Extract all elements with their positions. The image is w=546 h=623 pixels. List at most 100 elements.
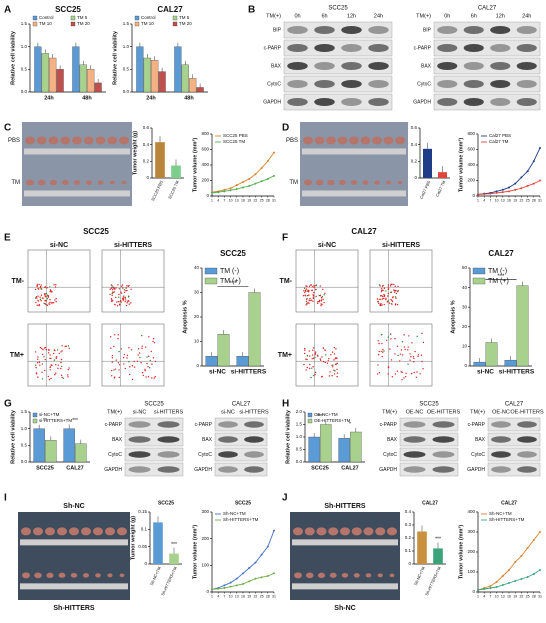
event <box>421 332 423 335</box>
protein-label: c-PARP <box>105 422 123 428</box>
tumor <box>97 180 104 185</box>
event <box>44 286 47 288</box>
event <box>47 352 50 354</box>
event <box>312 300 314 302</box>
event <box>335 348 337 350</box>
point <box>254 173 257 176</box>
point <box>501 191 504 194</box>
event <box>378 302 380 305</box>
tumor <box>389 573 395 578</box>
event <box>67 369 70 371</box>
event <box>109 293 111 296</box>
point <box>242 572 244 575</box>
blot-condition: TM(+) <box>382 409 397 415</box>
point <box>235 577 238 580</box>
event <box>391 300 394 303</box>
significance: *** <box>435 537 441 543</box>
event <box>111 300 114 302</box>
x-tick-label: si-HITTERS <box>499 369 535 376</box>
y-tick-label: 1.0 <box>21 44 28 49</box>
point <box>526 184 529 187</box>
blot-band <box>490 44 511 52</box>
event <box>420 354 423 356</box>
event <box>333 369 335 371</box>
event <box>333 353 336 355</box>
point <box>495 191 498 194</box>
event <box>120 285 123 287</box>
point <box>266 177 269 180</box>
legend-label: Control <box>141 15 156 20</box>
blot-band <box>244 421 264 428</box>
tumor <box>316 527 327 536</box>
bar <box>504 359 517 367</box>
event <box>395 289 397 292</box>
blot-condition: TM(+) <box>416 13 431 19</box>
event <box>394 304 397 306</box>
point <box>489 587 492 589</box>
event <box>308 294 310 296</box>
event <box>35 372 38 374</box>
point <box>520 578 523 580</box>
bar <box>41 53 49 93</box>
point <box>235 184 238 187</box>
point <box>266 160 269 163</box>
protein-label: CytoC <box>471 452 485 458</box>
protein-label: CytoC <box>198 452 212 458</box>
event <box>391 303 393 305</box>
point <box>211 588 213 591</box>
y-tick-label: 100 <box>467 569 475 574</box>
blot-band <box>314 44 335 52</box>
point <box>260 576 263 579</box>
tumor <box>314 136 325 145</box>
flow-title: SCC25 <box>83 227 109 236</box>
event <box>43 347 46 349</box>
event <box>421 360 423 363</box>
blot-band <box>157 466 180 473</box>
event <box>312 374 315 377</box>
x-tick-label: 10 <box>495 594 499 598</box>
event <box>40 294 43 296</box>
blot-band <box>491 436 511 443</box>
y-tick-label: 0.6 <box>143 125 150 130</box>
protein-label: CytoC <box>267 81 281 87</box>
event <box>403 377 405 379</box>
event <box>117 338 119 340</box>
bar <box>94 82 102 93</box>
point <box>248 177 251 180</box>
event <box>60 361 62 364</box>
event <box>60 374 63 377</box>
event <box>37 376 39 378</box>
flow-plot <box>27 249 91 313</box>
event <box>385 298 387 301</box>
significance: *** <box>229 281 237 287</box>
event <box>304 289 307 292</box>
event <box>153 377 155 379</box>
event <box>381 304 383 306</box>
x-tick-label: 7 <box>223 594 225 598</box>
event <box>336 368 338 371</box>
flow-row-label: TM- <box>280 278 293 285</box>
event <box>49 291 51 293</box>
y-tick-label: 0.0 <box>21 459 28 464</box>
blot-strip <box>433 39 541 57</box>
event <box>129 366 131 368</box>
event <box>381 295 383 297</box>
event <box>36 304 38 307</box>
blot-band <box>403 451 426 458</box>
event <box>422 341 425 344</box>
event <box>312 297 315 300</box>
legend-label: TM 5 <box>179 15 190 20</box>
event <box>304 349 306 351</box>
x-tick-label: 22 <box>519 594 523 598</box>
event <box>403 334 405 336</box>
protein-label: c-PARP <box>468 422 486 428</box>
tumor <box>48 136 59 145</box>
blot-band <box>490 62 511 70</box>
tumor <box>109 180 115 185</box>
event <box>393 283 395 286</box>
event <box>306 358 308 361</box>
y-tick-label: 0 <box>196 363 199 368</box>
event <box>112 291 114 293</box>
event <box>50 289 52 292</box>
lane-label: si-HITTERS <box>239 409 269 415</box>
